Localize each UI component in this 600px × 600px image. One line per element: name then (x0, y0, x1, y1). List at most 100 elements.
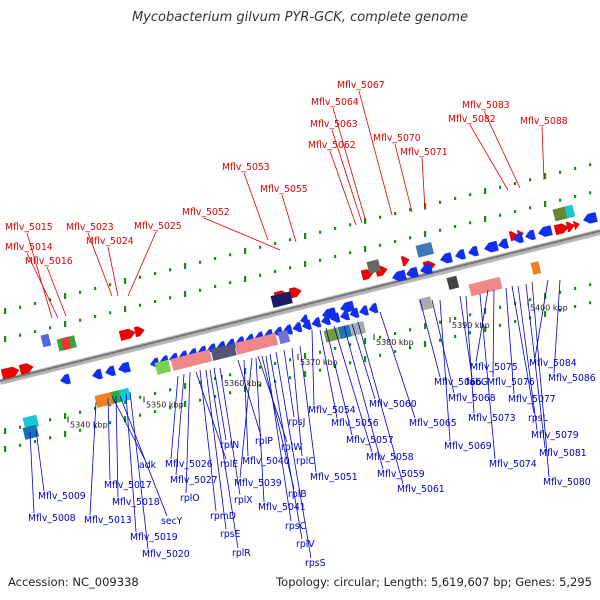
track-marker-0 (529, 178, 532, 182)
track-marker-2 (244, 368, 247, 374)
lower-gene-label: rpmD (210, 511, 236, 522)
reverse-gene-17 (538, 225, 553, 237)
feature-block-12 (277, 330, 291, 345)
track-marker-3 (124, 416, 127, 422)
track-marker-2 (409, 328, 412, 332)
feature-block-1 (22, 424, 40, 440)
track-marker-1 (64, 321, 67, 327)
feature-block-21 (468, 276, 503, 297)
track-marker-3 (454, 335, 457, 338)
lower-gene-label: Mflv_5068 (448, 393, 496, 404)
track-marker-2 (289, 358, 292, 362)
lower-gene-label: rpsJ (288, 417, 305, 428)
feature-block-22 (530, 261, 542, 275)
track-marker-2 (454, 317, 457, 320)
reverse-gene-5 (322, 307, 337, 319)
track-marker-2 (379, 335, 382, 339)
upper-label-leader (243, 172, 269, 241)
track-marker-1 (199, 288, 202, 292)
track-marker-2 (64, 413, 67, 419)
upper-label-leader (26, 252, 59, 319)
upper-gene-label: Mflv_5055 (260, 184, 308, 195)
upper-label-leader (46, 266, 67, 317)
track-marker-1 (79, 318, 82, 322)
reverse-gene-strip-23 (368, 302, 379, 314)
track-marker-1 (514, 210, 517, 213)
lower-label-leader (325, 327, 353, 436)
track-marker-1 (229, 281, 232, 285)
upper-gene-label: Mflv_5063 (310, 119, 358, 130)
lower-label-leader (534, 279, 549, 359)
track-marker-3 (139, 413, 142, 417)
upper-gene-label: Mflv_5062 (308, 140, 356, 151)
lower-gene-label: Mflv_5058 (366, 452, 414, 463)
lower-label-leader (275, 351, 312, 559)
forward-gene-8 (400, 256, 410, 267)
reverse-gene-strip-20 (340, 309, 350, 321)
upper-gene-label: Mflv_5015 (5, 222, 53, 233)
lower-gene-label: Mflv_5065 (409, 418, 457, 429)
lower-label-leader (379, 311, 416, 419)
lower-gene-label: rplX (234, 495, 253, 506)
lower-label-leader (107, 397, 111, 481)
track-marker-2 (184, 383, 187, 389)
track-marker-0 (349, 223, 352, 227)
track-marker-0 (214, 257, 217, 260)
track-marker-0 (544, 173, 547, 179)
reverse-gene-11 (455, 248, 466, 260)
lower-label-leader (311, 329, 315, 406)
upper-label-leader (26, 232, 53, 319)
track-marker-1 (364, 246, 367, 252)
lower-gene-label: Mflv_5027 (170, 475, 218, 486)
lower-label-leader (205, 369, 227, 530)
feature-block-10 (210, 343, 237, 361)
track-marker-3 (289, 376, 292, 380)
lower-label-leader (243, 359, 249, 457)
scale-label: 5380 kbp (376, 338, 414, 347)
track-marker-0 (454, 197, 457, 200)
upper-label-leader (332, 107, 367, 223)
track-marker-0 (199, 260, 202, 264)
track-marker-3 (154, 410, 157, 413)
lower-label-leader (195, 371, 227, 460)
track-marker-2 (169, 388, 172, 392)
track-marker-1 (124, 306, 127, 312)
upper-gene-label: Mflv_5052 (182, 207, 230, 218)
reverse-gene-strip-21 (349, 307, 360, 319)
upper-label-leader (358, 90, 393, 216)
lower-label-leader (465, 295, 475, 414)
track-marker-0 (334, 227, 337, 230)
lower-gene-label: Mflv_5061 (397, 484, 445, 495)
scale-label: 5360 kbp (224, 379, 262, 388)
forward-gene-13 (565, 221, 575, 233)
track-marker-1 (574, 195, 577, 198)
feature-block-9 (170, 349, 213, 371)
reverse-gene-strip-17 (311, 317, 322, 328)
track-marker-1 (394, 240, 397, 243)
lower-label-leader (255, 357, 265, 503)
feature-block-18 (415, 242, 434, 258)
track-marker-1 (409, 236, 412, 240)
track-marker-2 (19, 425, 22, 429)
lower-label-leader (351, 323, 376, 400)
reverse-gene-2 (105, 365, 116, 377)
reverse-gene-15 (513, 232, 524, 244)
track-marker-0 (79, 290, 82, 294)
lower-gene-label: Mflv_5020 (142, 549, 190, 560)
track-marker-1 (559, 198, 562, 202)
track-marker-3 (49, 436, 52, 440)
scale-label: 5390 kbp (452, 321, 490, 330)
lower-gene-label: rplN (220, 440, 239, 451)
track-marker-3 (319, 368, 322, 372)
lower-gene-label: Mflv_5069 (444, 441, 492, 452)
track-marker-2 (214, 377, 217, 380)
track-marker-1 (529, 206, 532, 210)
track-marker-1 (304, 261, 307, 267)
lower-gene-label: Mflv_5075 (470, 362, 518, 373)
lower-gene-label: Mflv_5041 (258, 502, 306, 513)
track-marker-2 (469, 313, 472, 317)
reverse-gene-16 (525, 229, 536, 241)
track-marker-0 (394, 212, 397, 215)
lower-label-leader (511, 285, 535, 414)
